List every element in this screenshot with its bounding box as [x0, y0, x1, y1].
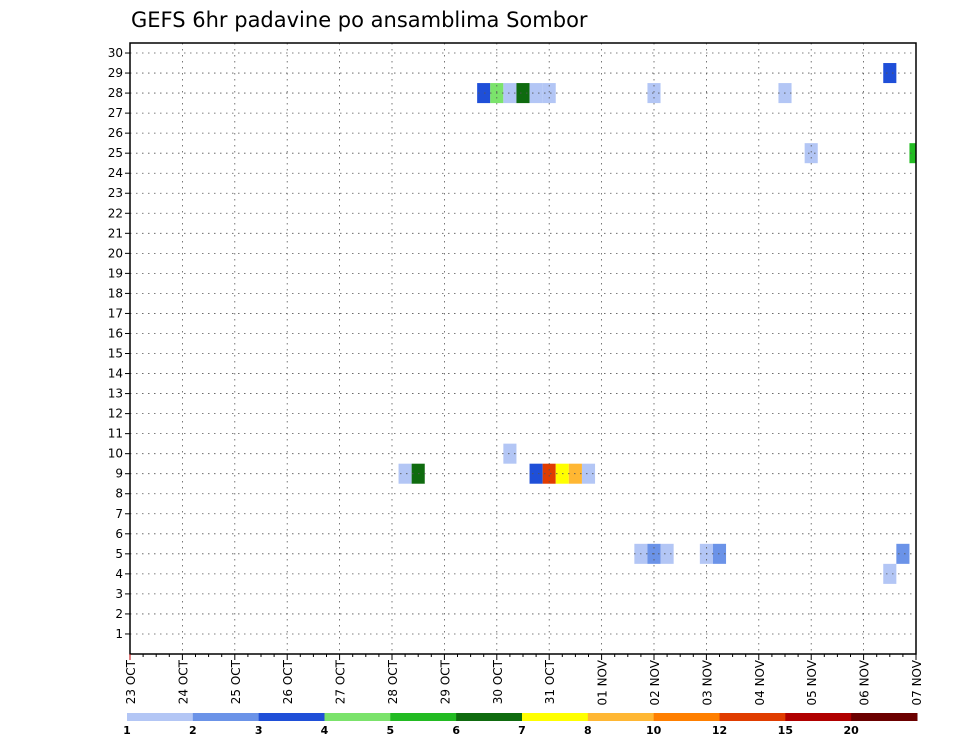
y-tick-label: 11: [108, 427, 123, 441]
y-tick-label: 2: [115, 607, 123, 621]
y-tick-label: 27: [108, 106, 123, 120]
y-tick-label: 4: [115, 567, 123, 581]
colorbar-swatch: [851, 713, 918, 721]
y-tick-label: 3: [115, 587, 123, 601]
heatmap-cell: [883, 563, 897, 584]
x-tick-label: 29 OCT: [438, 659, 452, 704]
heatmap-cell: [542, 83, 556, 104]
x-axis: 23 OCT 24 OCT 25 OCT 26 OCT 27 OCT 28 OCT 29 O…: [124, 654, 924, 706]
y-tick-label: 8: [115, 487, 123, 501]
heatmap-cell: [529, 463, 543, 484]
colorbar-label: 12: [712, 724, 727, 737]
y-tick-label: 6: [115, 527, 123, 541]
colorbar-swatch: [127, 713, 194, 721]
heatmap-cell: [516, 83, 530, 104]
heatmap-cell: [581, 463, 596, 484]
colorbar-label: 7: [518, 724, 526, 737]
y-tick-label: 14: [108, 367, 123, 381]
colorbar: 1 2 3 4 5 6 7 8 10 12 15 20: [123, 713, 918, 737]
heatmap-cell: [398, 463, 412, 484]
colorbar-label: 20: [844, 724, 860, 737]
colorbar-swatch: [522, 713, 589, 721]
colorbar-label: 15: [778, 724, 793, 737]
y-tick-label: 19: [108, 266, 123, 280]
heatmap-cell: [909, 143, 916, 164]
x-tick-label: 06 NOV: [858, 659, 872, 705]
x-tick-label: 03 NOV: [700, 659, 714, 705]
y-tick-label: 16: [108, 326, 123, 340]
colorbar-swatch: [456, 713, 523, 721]
y-tick-label: 24: [108, 166, 123, 180]
colorbar-label: 10: [646, 724, 662, 737]
y-tick-label: 21: [108, 226, 123, 240]
y-tick-label: 28: [108, 86, 123, 100]
x-tick-label: 31 OCT: [543, 659, 557, 704]
x-tick-label: 24 OCT: [176, 659, 190, 704]
colorbar-swatch: [719, 713, 786, 721]
x-tick-label: 07 NOV: [910, 659, 924, 705]
y-tick-label: 12: [108, 407, 123, 421]
x-tick-label: 02 NOV: [648, 659, 662, 705]
heatmap-cell: [647, 83, 661, 104]
x-tick-label: 04 NOV: [753, 659, 767, 705]
y-axis: 1234567891011121314151617181920212223242…: [108, 46, 130, 641]
grid-lines: [130, 43, 916, 654]
x-tick-label: 01 NOV: [596, 659, 610, 705]
y-tick-label: 9: [115, 467, 123, 481]
colorbar-swatch: [192, 713, 260, 721]
colorbar-label: 3: [255, 724, 263, 737]
heatmap-cell: [804, 143, 818, 164]
colorbar-swatch: [653, 713, 720, 721]
y-tick-label: 13: [108, 387, 123, 401]
x-tick-label: 25 OCT: [229, 659, 243, 704]
y-tick-label: 20: [108, 246, 123, 260]
colorbar-label: 6: [452, 724, 460, 737]
y-tick-label: 1: [115, 627, 123, 641]
colorbar-label: 5: [387, 724, 395, 737]
colorbar-label: 2: [189, 724, 197, 737]
y-tick-label: 7: [115, 507, 123, 521]
colorbar-swatch: [324, 713, 391, 721]
heatmap-cell: [896, 543, 910, 564]
heatmap-cell: [542, 463, 556, 484]
colorbar-swatch: [587, 713, 655, 721]
colorbar-label: 4: [321, 724, 329, 737]
y-tick-label: 5: [115, 547, 123, 561]
x-tick-label: 26 OCT: [281, 659, 295, 704]
heatmap-cell: [503, 83, 517, 104]
heatmap-cells: [398, 63, 916, 584]
heatmap-cell: [477, 83, 491, 104]
plot-frame: [129, 42, 917, 655]
heatmap-cell: [503, 443, 517, 464]
x-tick-label: 28 OCT: [386, 659, 400, 704]
y-tick-label: 23: [108, 186, 123, 200]
colorbar-label: 8: [584, 724, 592, 737]
heatmap-cell: [529, 83, 543, 104]
x-tick-label: 23 OCT: [124, 659, 138, 704]
y-tick-label: 26: [108, 126, 123, 140]
y-tick-label: 30: [108, 46, 123, 60]
heatmap-cell: [660, 543, 674, 564]
chart-title: GEFS 6hr padavine po ansamblima Sombor: [131, 8, 588, 32]
y-tick-label: 25: [108, 146, 123, 160]
colorbar-swatch: [390, 713, 457, 721]
colorbar-swatch: [258, 713, 325, 721]
y-tick-label: 29: [108, 66, 123, 80]
x-tick-label: 30 OCT: [491, 659, 505, 704]
y-tick-label: 22: [108, 206, 123, 220]
heatmap-cell: [883, 63, 897, 84]
y-tick-label: 15: [108, 347, 123, 361]
y-tick-label: 10: [108, 447, 123, 461]
colorbar-label: 1: [123, 724, 131, 737]
y-tick-label: 18: [108, 286, 123, 300]
x-tick-label: 05 NOV: [805, 659, 819, 705]
x-tick-label: 27 OCT: [334, 659, 348, 704]
y-tick-label: 17: [108, 306, 123, 320]
colorbar-swatch: [785, 713, 852, 721]
